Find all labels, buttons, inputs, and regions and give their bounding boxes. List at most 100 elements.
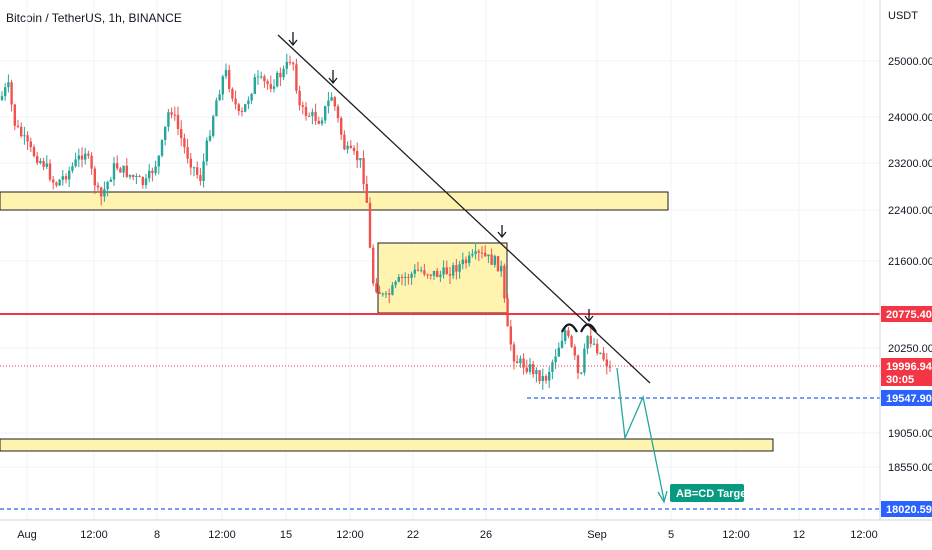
down-arrow-icon [328,70,338,85]
candle-body [29,141,32,148]
candle-body [525,367,528,372]
candle-body [77,155,80,160]
candle-body [500,265,503,272]
candle-body [16,125,20,127]
candle-body [372,247,375,284]
price-tag-badge [881,501,932,517]
candle-body [592,343,596,345]
candle-body [112,163,116,180]
candle-body [84,153,87,160]
candle-body [436,270,439,277]
candle-body [173,114,176,116]
candle-body [471,253,474,256]
candle-body [416,269,420,271]
candle-body [93,168,96,186]
candle-body [304,106,308,116]
candle-body [237,104,240,112]
candle-body [477,251,480,253]
candle-body [356,151,359,161]
candle-body [64,176,68,180]
candle-body [42,160,45,167]
time-tick-label: 12:00 [80,529,108,541]
candle-body [349,145,352,148]
candle-body [599,352,602,354]
candle-body [365,183,368,203]
candle-body [333,97,336,107]
candle-body [164,126,167,140]
candle-body [39,160,42,164]
candle-body [512,344,516,362]
candle-body [343,134,346,150]
candle-body [391,285,394,295]
candle-body [330,97,333,101]
candle-body [282,68,285,78]
candle-body [244,104,247,112]
candle-body [295,64,298,91]
candle-body [231,88,234,99]
candle-body [327,100,330,107]
candle-body [541,376,544,382]
time-tick-label: Sep [587,529,607,541]
candle-body [388,293,391,295]
candle-body [570,335,573,347]
candle-body [87,153,90,156]
price-axis-ticks: 25000.00 24000.00 23200.00 22400.00 21600.00… [888,56,932,474]
candle-body [407,276,410,278]
time-tick-label: 12:00 [336,529,364,541]
candle-body [496,256,500,272]
candle-body [52,179,55,183]
candle-body [228,70,231,89]
candle-body [480,252,484,254]
candle-body [567,330,570,336]
candle-body [292,62,295,65]
candle-body [141,177,144,186]
candle-body [36,156,39,164]
candle-body [128,174,132,177]
candle-body [0,96,4,100]
abcd-target-label: AB=CD Target [670,484,750,502]
down-arrow-icon [288,32,298,47]
candle-body [125,165,128,177]
candle-body [167,112,170,127]
candle-body [519,358,522,364]
candle-body [596,343,599,354]
countdown-timer: 30:05 [886,374,914,386]
candle-body [61,176,64,180]
candle-body [490,254,493,265]
candle-body [192,167,196,169]
candle-body [32,147,36,157]
consolidation-zone [377,242,508,314]
abcd-projection-path [616,367,665,501]
candle-body [298,90,301,106]
time-tick-label: 26 [480,529,492,541]
price-axis[interactable] [880,0,932,550]
price-tag-badge [881,358,932,386]
candle-body [573,346,576,356]
candle-body [90,155,93,169]
candle-body [455,265,458,272]
candle-body [458,264,461,272]
candle-body [151,170,154,174]
candle-body [276,72,279,87]
candle-body [272,86,276,89]
candle-body [493,256,496,265]
down-arrow-icon [584,309,594,323]
candle-body [535,370,538,375]
time-axis-ticks[interactable]: Aug 12:00 8 12:00 15 12:00 22 26 Sep 5 12:00 12 12:0… [17,529,878,541]
candle-body [576,355,580,374]
candle-body [148,170,151,179]
candle-body [368,202,372,248]
candle-body [218,94,221,101]
candle-body [196,167,199,176]
candle-body [256,76,260,78]
candle-body [448,274,452,276]
time-tick-label: 12 [793,529,805,541]
candle-body [359,158,362,161]
candle-body [560,340,564,348]
candle-body [205,140,208,162]
candle-body [170,112,173,115]
candle-body [404,276,407,278]
candle-body [186,147,189,159]
